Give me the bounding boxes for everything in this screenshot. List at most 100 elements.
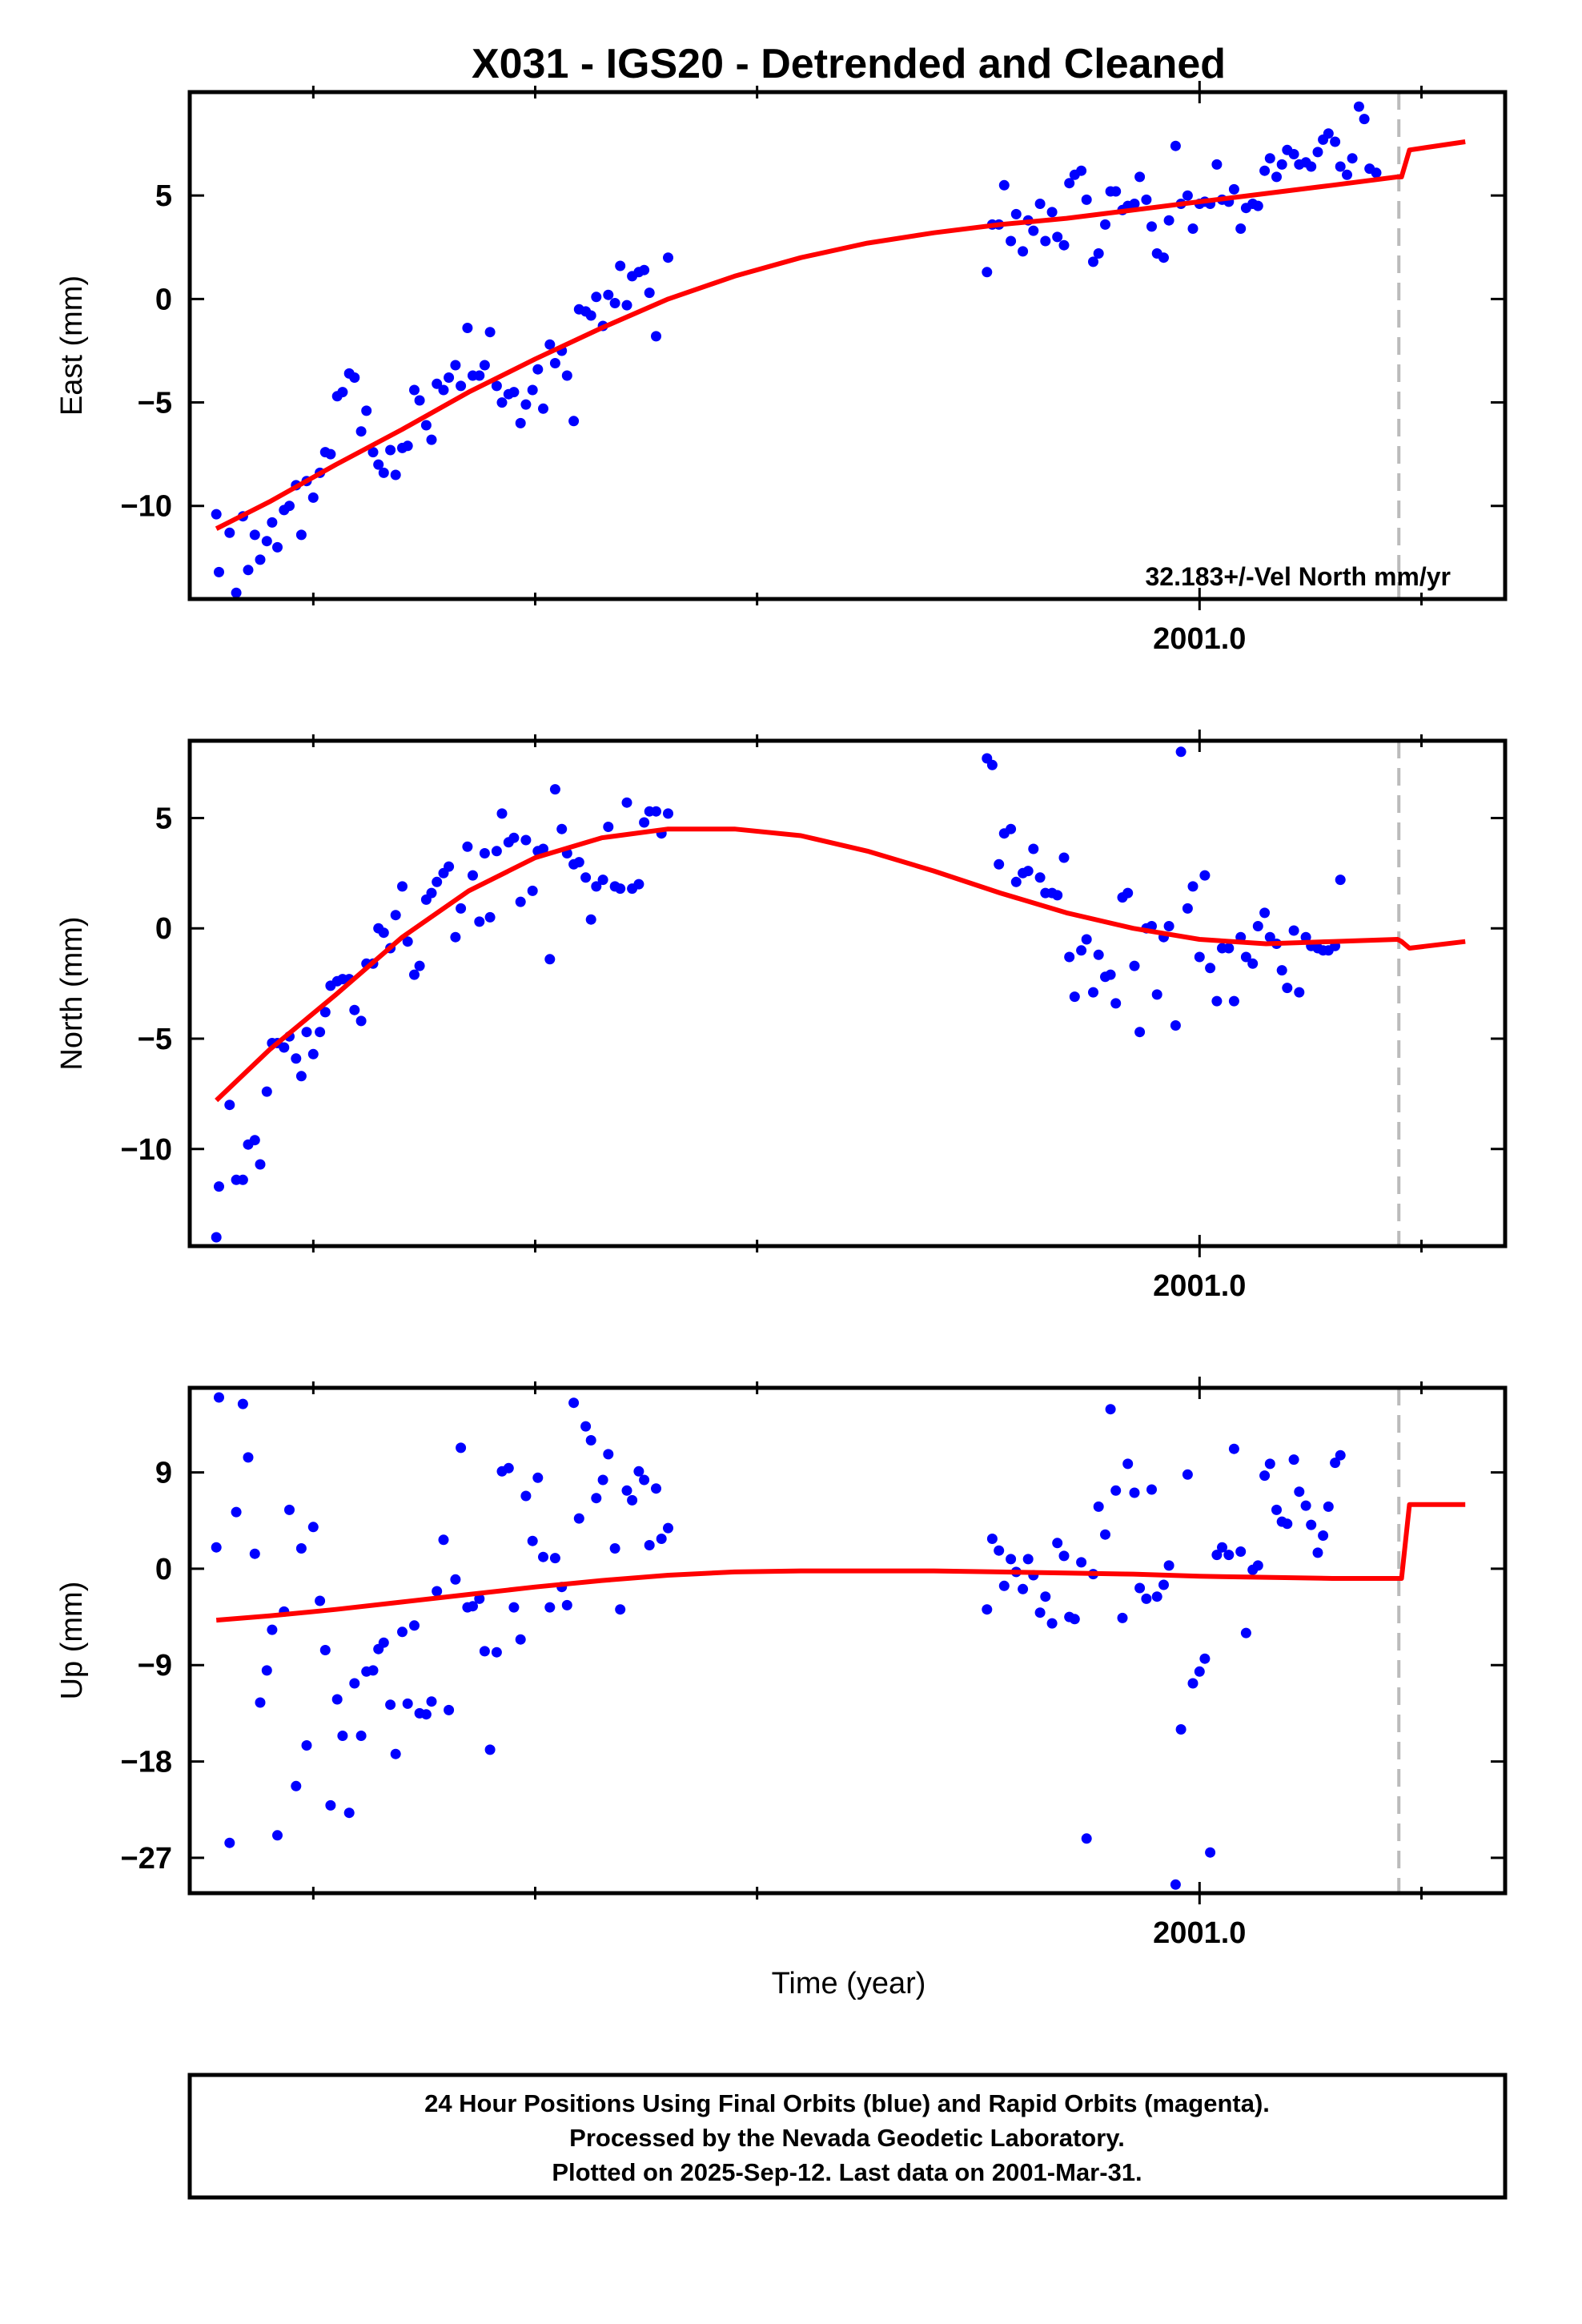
east-data-point <box>538 403 548 414</box>
north-data-point <box>1199 870 1211 881</box>
east-data-point <box>1100 219 1110 230</box>
up-data-point <box>214 1392 224 1403</box>
east-data-point <box>644 287 655 299</box>
up-data-point <box>378 1637 389 1648</box>
north-data-point <box>1081 934 1092 945</box>
north-data-point <box>491 846 502 857</box>
north-data-point <box>1093 949 1104 960</box>
north-data-point <box>1088 987 1098 998</box>
north-data-point <box>1205 963 1216 974</box>
up-data-point <box>603 1449 614 1460</box>
east-data-point <box>1342 169 1352 180</box>
north-data-point <box>1228 995 1239 1007</box>
up-data-point <box>520 1490 532 1502</box>
footer-line-2: Processed by the Nevada Geodetic Laborat… <box>569 2124 1125 2152</box>
north-data-point <box>432 876 443 887</box>
east-data-point <box>496 397 508 408</box>
north-data-point <box>1076 945 1087 956</box>
north-data-point <box>1187 881 1199 892</box>
up-data-point <box>998 1580 1010 1591</box>
up-data-point <box>1110 1485 1122 1496</box>
up-data-point <box>1006 1554 1017 1565</box>
north-data-point <box>496 808 508 819</box>
up-data-point <box>420 1709 432 1720</box>
up-data-point <box>450 1574 461 1585</box>
east-data-point <box>1046 207 1058 218</box>
east-data-point <box>349 372 360 383</box>
east-data-point <box>568 416 580 427</box>
north-data-point <box>1134 1027 1146 1038</box>
up-data-point <box>544 1602 556 1613</box>
east-data-point <box>1228 183 1239 195</box>
north-data-points <box>211 746 1346 1243</box>
east-data-point <box>1034 199 1046 209</box>
north-data-point <box>315 1027 326 1038</box>
up-data-point <box>291 1780 302 1791</box>
north-data-point <box>1247 958 1259 969</box>
up-data-point <box>319 1645 331 1655</box>
north-data-point <box>211 1232 222 1243</box>
up-data-point <box>1294 1486 1305 1498</box>
up-data-point <box>609 1543 620 1554</box>
east-data-point <box>1276 159 1287 170</box>
north-data-point <box>1028 843 1039 854</box>
east-data-point <box>1134 171 1146 183</box>
north-data-point <box>474 916 485 927</box>
up-data-point <box>491 1647 502 1658</box>
up-data-point <box>1052 1538 1063 1549</box>
up-data-point <box>426 1696 437 1707</box>
east-data-point <box>325 448 336 460</box>
north-data-point <box>355 1015 367 1027</box>
north-data-point <box>1282 983 1293 994</box>
east-data-point <box>585 310 596 321</box>
east-data-point <box>462 323 473 333</box>
east-data-point <box>474 370 485 381</box>
east-data-point <box>1264 153 1275 164</box>
east-panel: 5 0 −5 −10 2001.0 East (mm) 32.183+/-Vel North… <box>55 81 1508 656</box>
up-data-point <box>325 1799 336 1811</box>
north-data-point <box>249 1135 260 1146</box>
up-data-point <box>468 1601 478 1612</box>
east-data-point <box>409 384 420 396</box>
up-data-point <box>1235 1546 1247 1557</box>
east-x-tick-label: 2001.0 <box>1153 622 1246 656</box>
north-data-point <box>994 858 1005 870</box>
east-data-point <box>1353 101 1364 112</box>
north-data-point <box>633 879 644 890</box>
east-data-point <box>1146 221 1157 232</box>
up-data-point <box>994 1545 1005 1556</box>
east-data-point <box>998 179 1010 191</box>
east-data-point <box>1158 252 1169 263</box>
east-data-point <box>272 541 283 553</box>
east-data-point <box>444 372 455 383</box>
east-data-point <box>1323 128 1334 139</box>
up-data-point <box>503 1462 514 1474</box>
footer-line-1: 24 Hour Positions Using Final Orbits (bl… <box>424 2089 1270 2117</box>
north-data-point <box>591 881 602 892</box>
up-data-point <box>1170 1879 1181 1890</box>
up-data-point <box>1163 1560 1174 1571</box>
up-data-point <box>621 1485 632 1496</box>
north-data-point <box>1211 995 1223 1007</box>
up-data-point <box>367 1665 379 1676</box>
north-data-point <box>1175 746 1186 758</box>
north-data-point <box>402 936 413 947</box>
east-data-point <box>307 492 319 503</box>
up-data-point <box>1081 1833 1092 1844</box>
up-data-point <box>597 1474 608 1486</box>
north-data-point <box>1294 987 1305 998</box>
east-data-point <box>284 501 295 512</box>
north-data-point <box>1276 965 1287 976</box>
east-data-point <box>1028 225 1039 236</box>
up-y-tick-label: 9 <box>155 1457 172 1490</box>
up-data-point <box>474 1593 485 1604</box>
up-data-point <box>1105 1404 1116 1415</box>
east-data-point <box>355 426 367 437</box>
up-data-point <box>532 1472 544 1483</box>
north-data-point <box>307 1048 319 1059</box>
up-data-point <box>267 1624 278 1635</box>
north-data-point <box>456 903 467 914</box>
up-data-point <box>1151 1591 1162 1602</box>
east-data-point <box>414 395 425 406</box>
east-model-line <box>215 139 1466 531</box>
